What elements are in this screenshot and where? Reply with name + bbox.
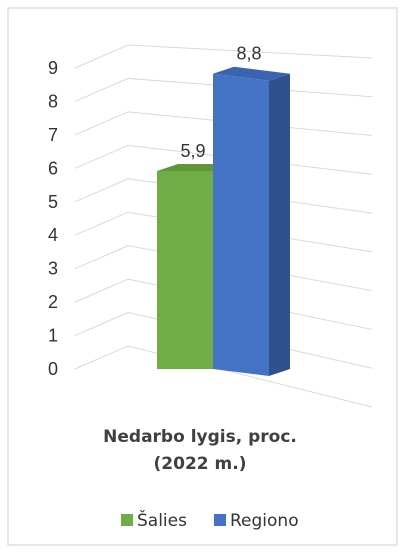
gridline-1	[74, 312, 373, 369]
data-label-regiono: 8,8	[236, 44, 261, 64]
gridline-4	[74, 211, 373, 253]
y-tick-3: 3	[48, 259, 58, 279]
y-tick-6: 6	[48, 158, 58, 178]
bar-front-1	[213, 73, 269, 376]
legend-label-salies: Šalies	[137, 509, 187, 531]
y-tick-9: 9	[48, 58, 58, 78]
bars	[157, 66, 290, 376]
y-tick-1: 1	[48, 326, 58, 346]
gridline-6	[74, 144, 373, 175]
y-tick-2: 2	[48, 292, 58, 312]
y-tick-8: 8	[48, 91, 58, 111]
gridline-9	[74, 44, 373, 69]
chart-title-line-2: (2022 m.)	[154, 454, 247, 474]
gridline-5	[74, 178, 373, 214]
gridline-3	[74, 245, 373, 292]
data-label-salies: 5,9	[180, 141, 205, 161]
y-tick-0: 0	[48, 359, 58, 379]
gridline-8	[74, 77, 373, 102]
bar-top-1	[213, 66, 290, 81]
y-axis-ticks: 0 1 2 3 4 5 6 7 8 9	[48, 58, 58, 379]
y-tick-4: 4	[48, 225, 58, 245]
bar-regiono	[213, 66, 290, 376]
legend-swatch-salies	[121, 514, 133, 526]
y-tick-7: 7	[48, 125, 58, 145]
bar-front-0	[157, 171, 213, 369]
gridline-7	[74, 111, 373, 137]
legend-swatch-regiono	[214, 514, 226, 526]
chart-title-line-1: Nedarbo lygis, proc.	[103, 427, 297, 447]
gridline-0	[74, 345, 373, 408]
gridline-2	[74, 278, 373, 330]
bar-side-1	[269, 73, 290, 376]
legend: Šalies Regiono	[121, 509, 299, 531]
data-labels: 5,9 8,8	[180, 44, 261, 161]
gridlines	[74, 44, 373, 408]
legend-label-regiono: Regiono	[230, 511, 299, 531]
y-tick-5: 5	[48, 192, 58, 212]
